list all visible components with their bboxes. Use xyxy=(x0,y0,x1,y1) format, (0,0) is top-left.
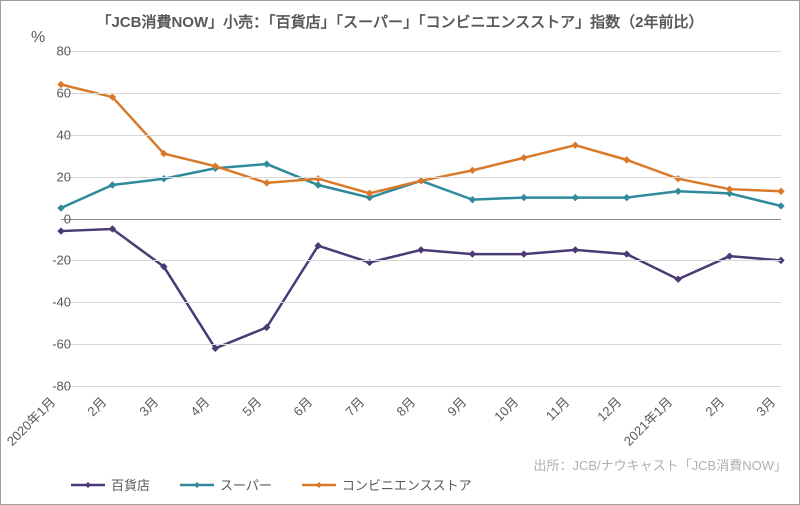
series-marker xyxy=(469,167,475,173)
legend-item: スーパー xyxy=(180,475,272,494)
gridline xyxy=(61,302,781,303)
series-marker xyxy=(572,195,578,201)
gridline xyxy=(61,93,781,94)
legend-swatch-icon xyxy=(180,479,214,491)
chart-container: 「JCB消費NOW」小売：「百貨店」「スーパー」「コンビニエンスストア」指数（2… xyxy=(0,0,800,505)
gridline xyxy=(61,177,781,178)
gridline xyxy=(61,219,781,220)
series-marker xyxy=(58,228,64,234)
gridline xyxy=(61,51,781,52)
gridline xyxy=(61,386,781,387)
y-tick-label: -40 xyxy=(52,295,71,310)
y-tick-label: -20 xyxy=(52,253,71,268)
series-marker xyxy=(521,155,527,161)
series-marker xyxy=(521,251,527,257)
legend-label: スーパー xyxy=(220,475,272,494)
series-marker xyxy=(572,142,578,148)
legend-label: 百貨店 xyxy=(111,475,150,494)
series-marker xyxy=(727,186,733,192)
series-marker xyxy=(572,247,578,253)
series-line xyxy=(61,164,781,208)
plot-area xyxy=(61,51,781,386)
series-marker xyxy=(469,251,475,257)
legend-item: コンビニエンスストア xyxy=(302,475,472,494)
legend-swatch-icon xyxy=(71,479,105,491)
series-marker xyxy=(418,247,424,253)
series-marker xyxy=(778,188,784,194)
legend-label: コンビニエンスストア xyxy=(342,475,472,494)
y-tick-label: -80 xyxy=(52,379,71,394)
series-marker xyxy=(778,203,784,209)
series-marker xyxy=(624,195,630,201)
series-marker xyxy=(675,188,681,194)
legend-swatch-icon xyxy=(302,479,336,491)
legend: 百貨店 スーパー コンビニエンスストア xyxy=(71,475,472,494)
series-marker xyxy=(367,190,373,196)
gridline xyxy=(61,260,781,261)
y-axis-unit: % xyxy=(31,29,45,47)
y-tick-label: 60 xyxy=(57,85,71,100)
y-tick-label: 80 xyxy=(57,44,71,59)
y-tick-label: 0 xyxy=(64,211,71,226)
series-marker xyxy=(264,180,270,186)
y-tick-label: 20 xyxy=(57,169,71,184)
chart-title: 「JCB消費NOW」小売：「百貨店」「スーパー」「コンビニエンスストア」指数（2… xyxy=(1,11,799,32)
y-tick-label: 40 xyxy=(57,127,71,142)
series-marker xyxy=(521,195,527,201)
legend-item: 百貨店 xyxy=(71,475,150,494)
y-tick-label: -60 xyxy=(52,337,71,352)
gridline xyxy=(61,135,781,136)
gridline xyxy=(61,344,781,345)
